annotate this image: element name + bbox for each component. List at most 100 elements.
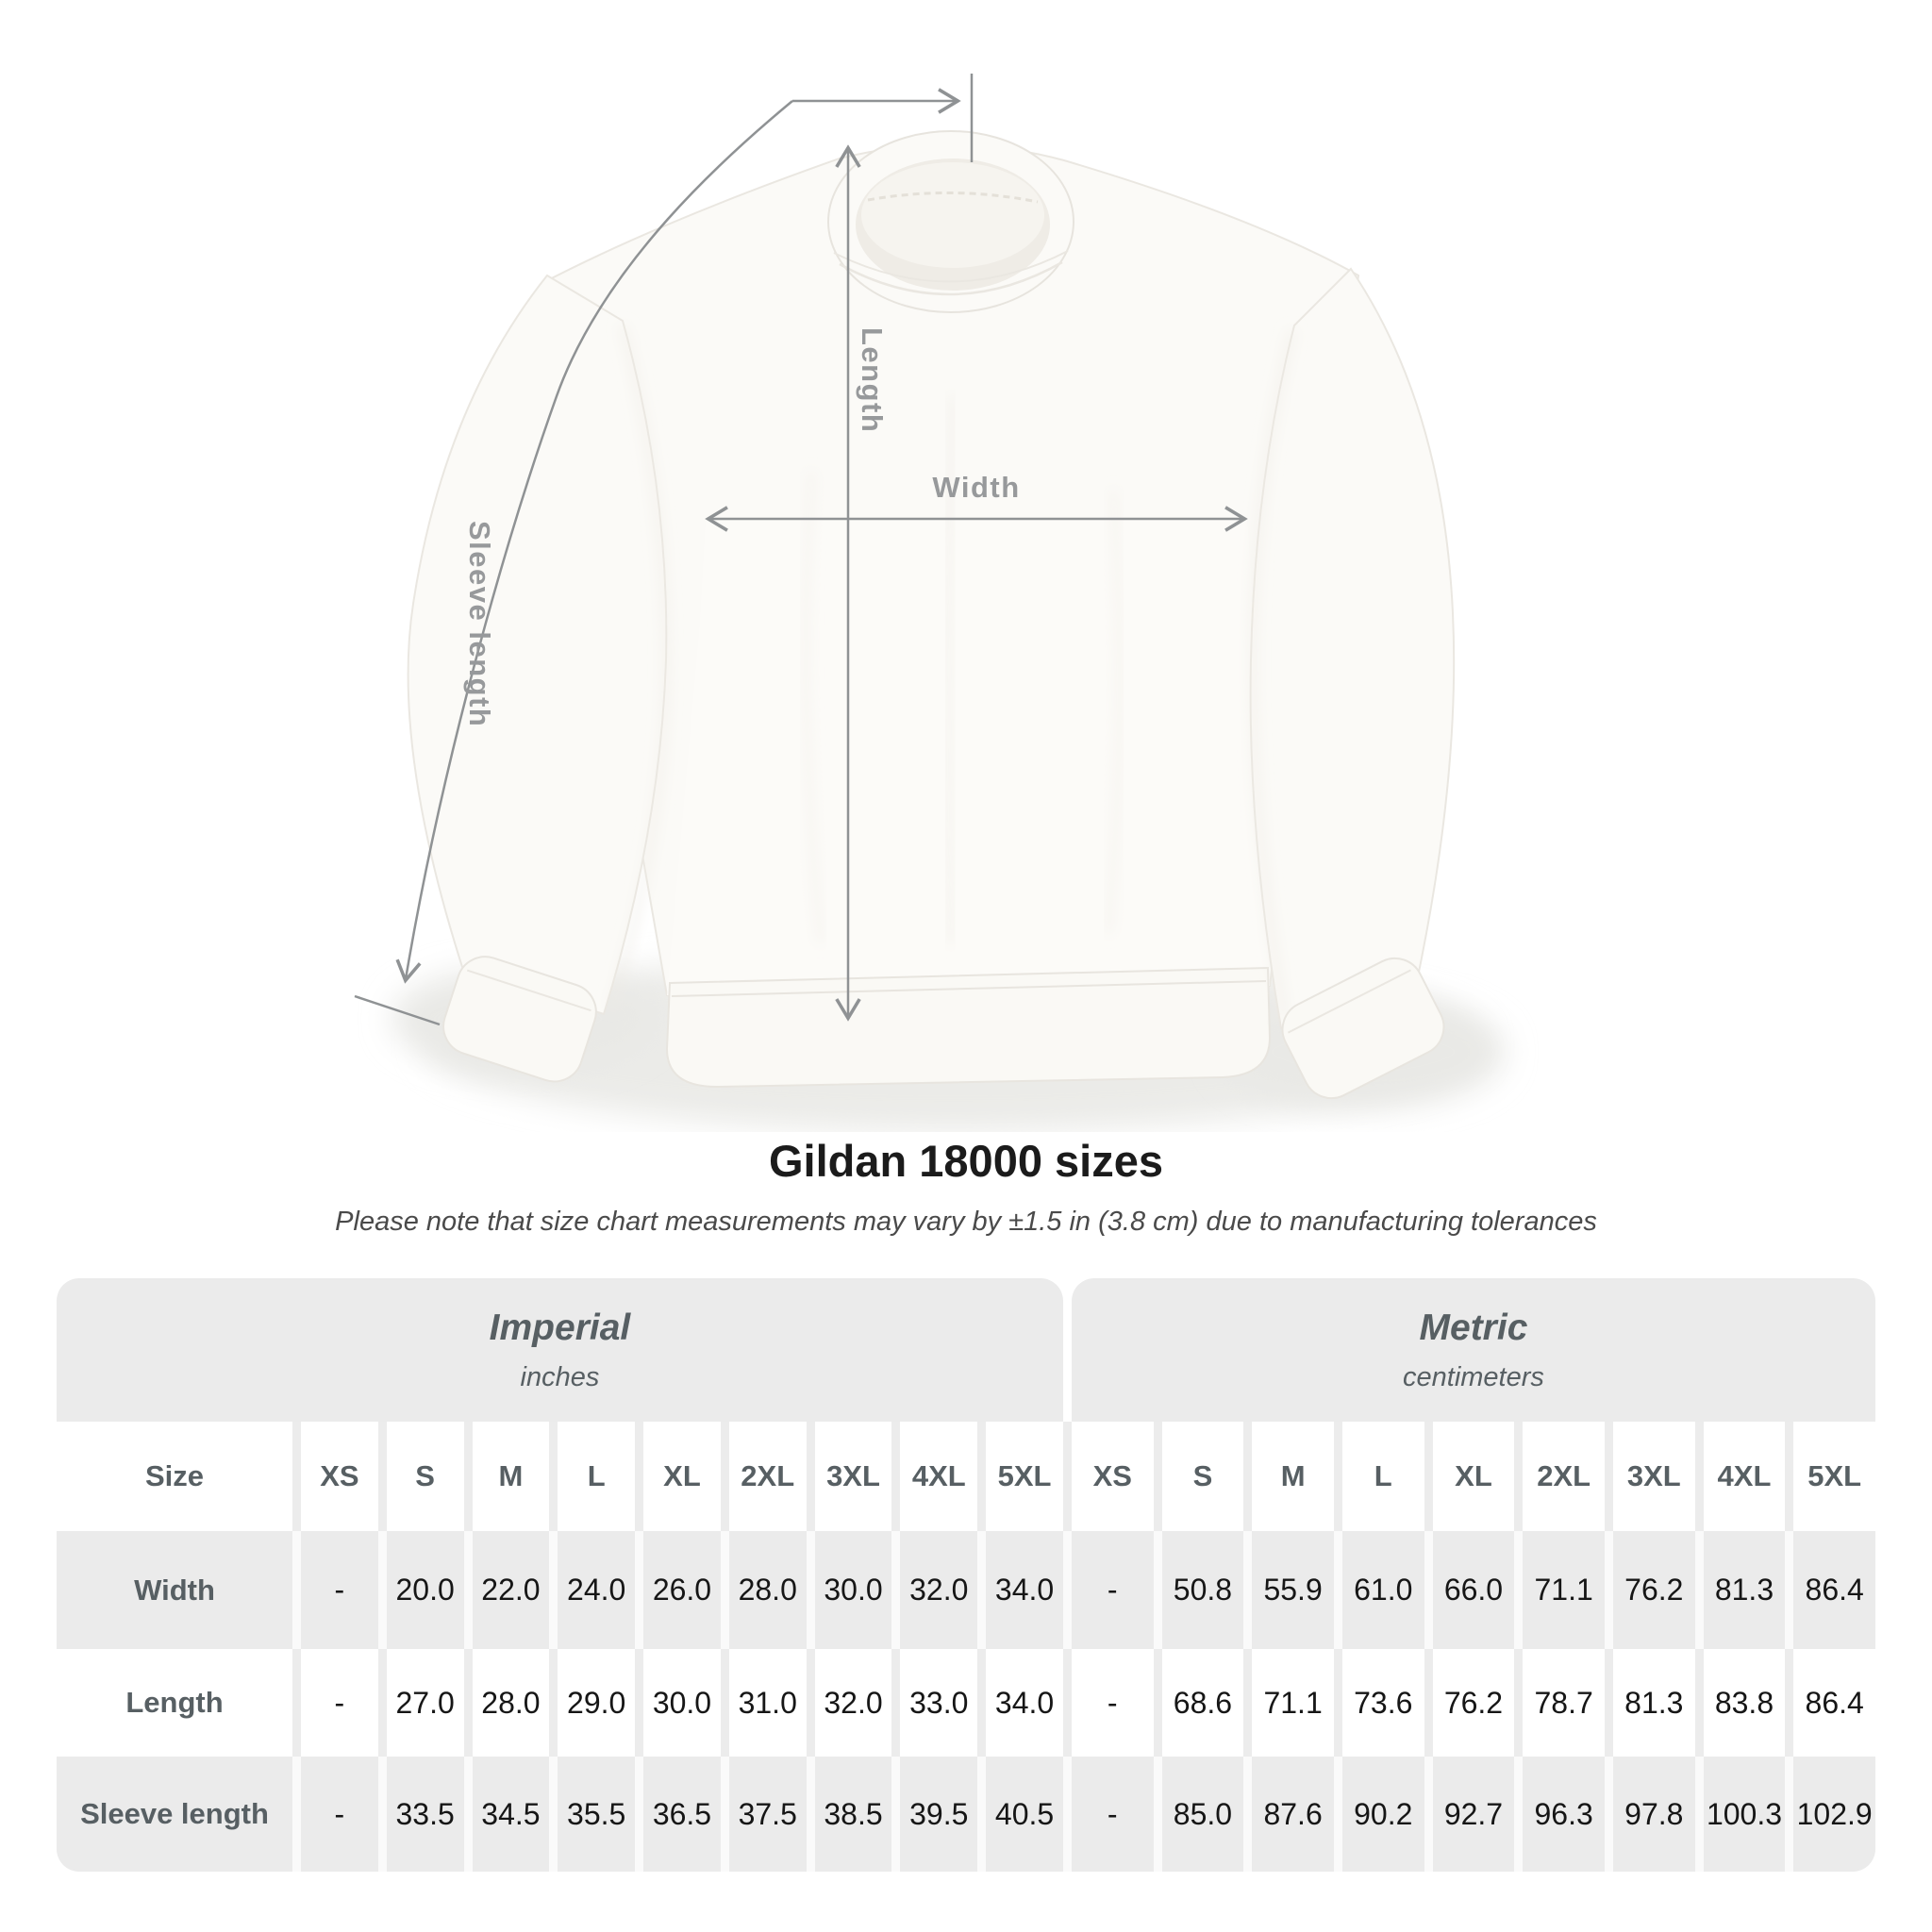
sleeve-length-label: Sleeve length — [463, 521, 496, 727]
sleeve-metric-m: 87.6 — [1252, 1757, 1334, 1872]
col-header-metric-l: L — [1341, 1422, 1424, 1531]
sleeve-metric-3xl: 97.8 — [1612, 1757, 1695, 1872]
length-label: Length — [856, 327, 889, 433]
sleeve-imperial-m: 34.5 — [472, 1757, 550, 1872]
length-metric-s: 68.6 — [1161, 1649, 1244, 1757]
width-label: Width — [932, 471, 1020, 504]
right-sleeve — [1249, 267, 1456, 1100]
measurement-arrows — [354, 74, 1248, 1026]
sleeve-imperial-3xl: 38.5 — [814, 1757, 892, 1872]
col-header-metric-m: M — [1252, 1422, 1334, 1531]
imperial-label: Imperial — [489, 1307, 631, 1348]
width-imperial-xs: - — [301, 1531, 378, 1649]
length-metric-xl: 76.2 — [1432, 1649, 1515, 1757]
sweatshirt-image: Length Width Sleeve length — [354, 74, 1505, 1132]
sleeve-metric-4xl: 100.3 — [1703, 1757, 1786, 1872]
sleeve-imperial-xs: - — [301, 1757, 378, 1872]
sleeve-metric-s: 85.0 — [1161, 1757, 1244, 1872]
metric-label: Metric — [1419, 1307, 1528, 1348]
width-metric-xl: 66.0 — [1432, 1531, 1515, 1649]
width-imperial-l: 24.0 — [558, 1531, 636, 1649]
hem-band — [665, 966, 1272, 1089]
width-metric-3xl: 76.2 — [1612, 1531, 1695, 1649]
width-imperial-4xl: 32.0 — [900, 1531, 978, 1649]
length-imperial-s: 27.0 — [386, 1649, 464, 1757]
width-metric-4xl: 81.3 — [1703, 1531, 1786, 1649]
col-header-imperial-m: M — [472, 1422, 550, 1531]
length-imperial-xs: - — [301, 1649, 378, 1757]
col-header-imperial-2xl: 2XL — [728, 1422, 807, 1531]
sleeve-length-arrow — [354, 74, 974, 1026]
col-header-metric-xl: XL — [1432, 1422, 1515, 1531]
table-row-width: Width - 20.0 22.0 24.0 26.0 28.0 30.0 32… — [57, 1531, 1875, 1649]
collar — [827, 130, 1074, 313]
sweatshirt-body — [541, 143, 1360, 1089]
length-metric-xs: - — [1071, 1649, 1154, 1757]
col-header-imperial-4xl: 4XL — [900, 1422, 978, 1531]
right-cuff — [1281, 957, 1445, 1100]
width-metric-5xl: 86.4 — [1793, 1531, 1875, 1649]
length-metric-4xl: 83.8 — [1703, 1649, 1786, 1757]
col-header-imperial-xs: XS — [301, 1422, 378, 1531]
table-row-length: Length - 27.0 28.0 29.0 30.0 31.0 32.0 3… — [57, 1649, 1875, 1757]
width-imperial-2xl: 28.0 — [728, 1531, 807, 1649]
length-metric-m: 71.1 — [1252, 1649, 1334, 1757]
width-metric-s: 50.8 — [1161, 1531, 1244, 1649]
length-metric-5xl: 86.4 — [1793, 1649, 1875, 1757]
row-label-width: Width — [57, 1531, 292, 1649]
width-imperial-s: 20.0 — [386, 1531, 464, 1649]
sleeve-metric-xs: - — [1071, 1757, 1154, 1872]
col-header-imperial-3xl: 3XL — [814, 1422, 892, 1531]
col-header-metric-xs: XS — [1071, 1422, 1154, 1531]
col-header-imperial-s: S — [386, 1422, 464, 1531]
sleeve-metric-5xl: 102.9 — [1793, 1757, 1875, 1872]
size-column-header: Size — [57, 1422, 292, 1531]
left-cuff — [442, 956, 597, 1083]
length-imperial-m: 28.0 — [472, 1649, 550, 1757]
left-sleeve — [407, 274, 669, 1083]
length-imperial-l: 29.0 — [558, 1649, 636, 1757]
sleeve-imperial-s: 33.5 — [386, 1757, 464, 1872]
sleeve-metric-2xl: 96.3 — [1523, 1757, 1605, 1872]
sleeve-metric-l: 90.2 — [1341, 1757, 1424, 1872]
row-label-sleeve-length: Sleeve length — [57, 1757, 292, 1872]
size-header-row: Size XS S M L XL 2XL 3XL 4XL 5XL XS S M … — [57, 1422, 1875, 1531]
page-title: Gildan 18000 sizes — [768, 1136, 1164, 1186]
length-imperial-2xl: 31.0 — [728, 1649, 807, 1757]
length-imperial-xl: 30.0 — [643, 1649, 721, 1757]
col-header-imperial-xl: XL — [643, 1422, 721, 1531]
imperial-sublabel: inches — [520, 1361, 600, 1392]
metric-sublabel: centimeters — [1403, 1361, 1544, 1392]
row-label-length: Length — [57, 1649, 292, 1757]
sleeve-imperial-4xl: 39.5 — [900, 1757, 978, 1872]
sleeve-imperial-l: 35.5 — [558, 1757, 636, 1872]
tolerance-note: Please note that size chart measurements… — [335, 1206, 1597, 1237]
sleeve-metric-xl: 92.7 — [1432, 1757, 1515, 1872]
imperial-header: Imperial inches — [57, 1278, 1063, 1422]
length-metric-l: 73.6 — [1341, 1649, 1424, 1757]
sleeve-imperial-2xl: 37.5 — [728, 1757, 807, 1872]
col-header-metric-4xl: 4XL — [1703, 1422, 1786, 1531]
col-header-metric-2xl: 2XL — [1523, 1422, 1605, 1531]
width-imperial-3xl: 30.0 — [814, 1531, 892, 1649]
sleeve-imperial-xl: 36.5 — [643, 1757, 721, 1872]
width-metric-xs: - — [1071, 1531, 1154, 1649]
length-metric-3xl: 81.3 — [1612, 1649, 1695, 1757]
col-header-metric-5xl: 5XL — [1793, 1422, 1875, 1531]
col-header-metric-3xl: 3XL — [1612, 1422, 1695, 1531]
table-row-sleeve-length: Sleeve length - 33.5 34.5 35.5 36.5 37.5… — [57, 1757, 1875, 1872]
col-header-metric-s: S — [1161, 1422, 1244, 1531]
width-metric-2xl: 71.1 — [1523, 1531, 1605, 1649]
unit-group-row: Imperial inches Metric centimeters — [57, 1278, 1875, 1422]
garment-diagram: Length Width Sleeve length — [354, 74, 1505, 1132]
title-block: Gildan 18000 sizes Please note that size… — [0, 1137, 1932, 1238]
length-imperial-4xl: 33.0 — [900, 1649, 978, 1757]
length-imperial-3xl: 32.0 — [814, 1649, 892, 1757]
length-metric-2xl: 78.7 — [1523, 1649, 1605, 1757]
col-header-imperial-5xl: 5XL — [986, 1422, 1063, 1531]
width-imperial-5xl: 34.0 — [986, 1531, 1063, 1649]
width-metric-m: 55.9 — [1252, 1531, 1334, 1649]
metric-header: Metric centimeters — [1071, 1278, 1875, 1422]
col-header-imperial-l: L — [558, 1422, 636, 1531]
